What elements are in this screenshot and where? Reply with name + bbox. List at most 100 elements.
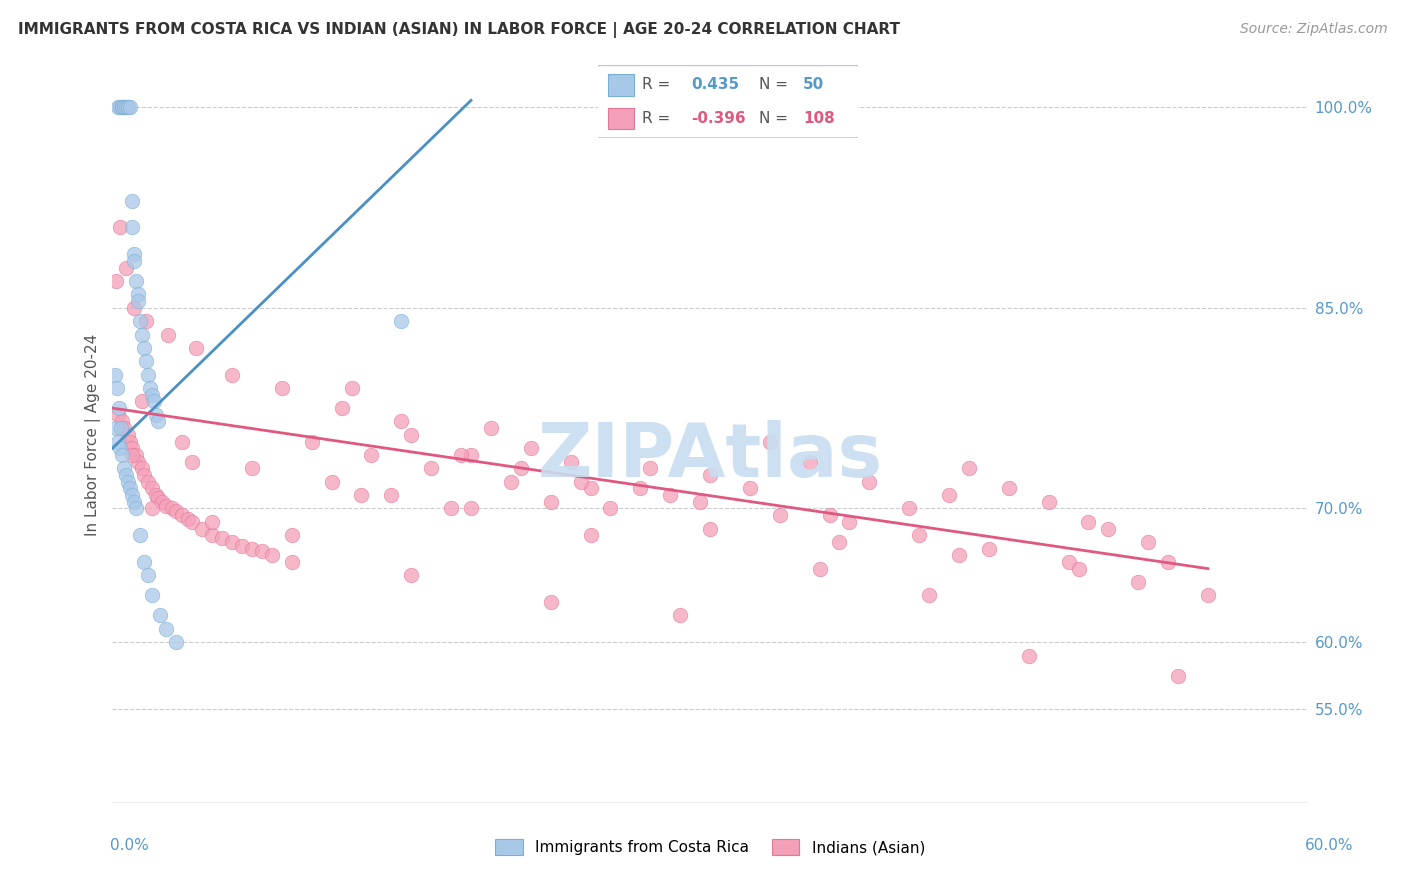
Point [380, 488, 402, 502]
Point [321, 475, 343, 489]
Point [1018, 648, 1040, 663]
Point [186, 341, 208, 355]
Point [143, 394, 166, 409]
Point [165, 504, 187, 518]
Point [149, 608, 172, 623]
Point [1137, 534, 1160, 549]
Point [145, 488, 167, 502]
Point [120, 482, 142, 496]
Point [450, 448, 472, 462]
Point [640, 461, 662, 475]
Point [111, 414, 134, 429]
Point [104, 368, 127, 382]
Point [155, 499, 177, 513]
Point [998, 482, 1021, 496]
Point [111, 100, 134, 114]
Point [141, 482, 163, 496]
FancyBboxPatch shape [607, 74, 634, 95]
Point [124, 301, 146, 315]
Point [330, 401, 353, 416]
Point [221, 534, 243, 549]
Point [134, 467, 156, 482]
Point [148, 491, 170, 505]
Point [281, 528, 304, 542]
Point [157, 327, 180, 342]
Point [134, 555, 156, 569]
Point [1128, 574, 1150, 589]
Point [401, 568, 423, 582]
Point [124, 494, 146, 508]
Point [579, 528, 602, 542]
Point [181, 515, 204, 529]
Point [139, 381, 162, 395]
Point [699, 521, 721, 535]
Point [135, 314, 157, 328]
Point [121, 442, 143, 455]
Point [115, 100, 138, 114]
Point [499, 475, 522, 489]
Point [110, 442, 132, 455]
Point [105, 421, 128, 435]
Point [301, 434, 323, 449]
Point [898, 501, 921, 516]
Point [129, 528, 152, 542]
Point [114, 421, 135, 435]
Point [389, 314, 412, 328]
Point [127, 455, 149, 469]
Point [957, 461, 980, 475]
Point [520, 442, 543, 455]
Point [125, 448, 148, 462]
Text: 108: 108 [803, 111, 835, 126]
Y-axis label: In Labor Force | Age 20-24: In Labor Force | Age 20-24 [86, 334, 101, 536]
Text: 60.0%: 60.0% [1305, 838, 1353, 853]
Point [134, 341, 156, 355]
Point [120, 100, 142, 114]
Point [172, 434, 194, 449]
Point [569, 475, 592, 489]
Point [560, 455, 582, 469]
Point [1197, 589, 1219, 603]
Point [111, 100, 134, 114]
Point [124, 247, 146, 261]
Point [191, 521, 214, 535]
Point [231, 539, 253, 553]
Text: 0.435: 0.435 [692, 78, 740, 93]
Text: 50: 50 [803, 78, 824, 93]
Point [699, 467, 721, 482]
Text: IMMIGRANTS FROM COSTA RICA VS INDIAN (ASIAN) IN LABOR FORCE | AGE 20-24 CORRELAT: IMMIGRANTS FROM COSTA RICA VS INDIAN (AS… [18, 22, 900, 38]
Text: R =: R = [641, 78, 675, 93]
Point [107, 381, 129, 395]
Point [270, 381, 292, 395]
Point [114, 461, 135, 475]
Point [221, 368, 243, 382]
Point [918, 589, 941, 603]
Point [110, 220, 132, 235]
Point [799, 455, 821, 469]
Point [131, 394, 153, 409]
Point [460, 448, 482, 462]
Point [360, 448, 382, 462]
Point [127, 294, 149, 309]
Point [141, 501, 163, 516]
FancyBboxPatch shape [607, 108, 634, 129]
Point [121, 488, 143, 502]
Text: ZIPAtlas: ZIPAtlas [537, 420, 883, 493]
Point [120, 434, 142, 449]
Point [420, 461, 443, 475]
Point [177, 512, 200, 526]
Point [260, 548, 283, 563]
Text: N =: N = [759, 78, 793, 93]
Point [540, 595, 562, 609]
Point [579, 482, 602, 496]
Point [181, 455, 204, 469]
Point [440, 501, 463, 516]
Text: 0.0%: 0.0% [110, 838, 149, 853]
Point [759, 434, 782, 449]
Point [540, 494, 562, 508]
Point [145, 408, 167, 422]
Point [107, 100, 129, 114]
Point [1057, 555, 1080, 569]
Point [828, 534, 851, 549]
Point [340, 381, 363, 395]
Point [1067, 562, 1090, 576]
